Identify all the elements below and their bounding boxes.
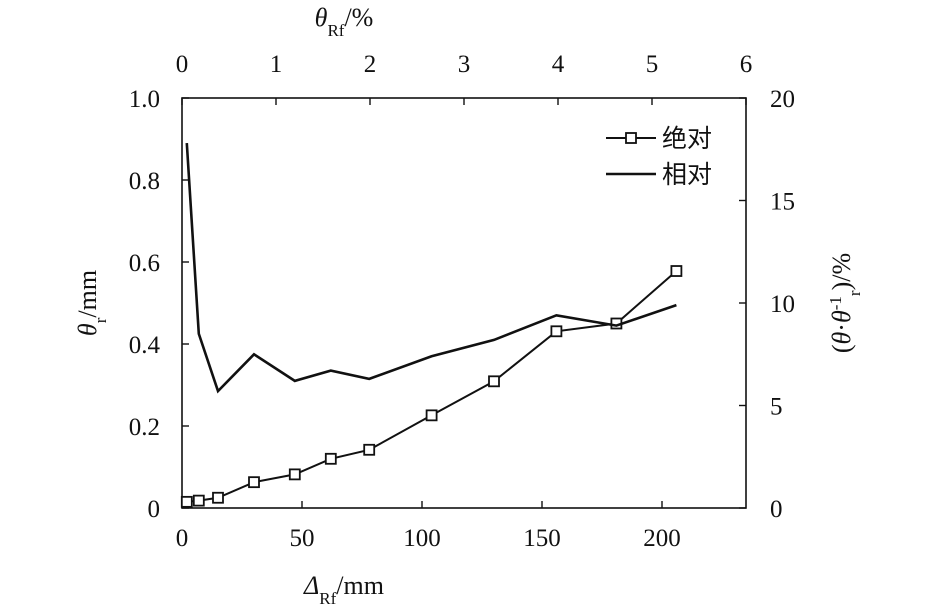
x-bottom-tick-label: 50 bbox=[290, 525, 315, 552]
y-left-tick-label: 0.8 bbox=[129, 168, 160, 195]
y-right-tick-label: 5 bbox=[770, 394, 783, 421]
x-bottom-tick-label: 0 bbox=[176, 525, 189, 552]
legend-label-相对: 相对 bbox=[662, 160, 712, 189]
x-bottom-tick-label: 150 bbox=[523, 525, 561, 552]
x-top-axis-label: θRf/% bbox=[315, 3, 374, 40]
x-bottom-axis-label: ΔRf/mm bbox=[303, 571, 384, 608]
axis-tick-labels: 0 50 100 150 200 0 1 2 3 4 5 6 0 0.2 0.4 0.6 0.8 1.0 0 5 10 1… bbox=[129, 51, 795, 552]
axis-ticks bbox=[181, 97, 747, 509]
data-point-square bbox=[192, 494, 205, 507]
x-top-tick-label: 6 bbox=[740, 51, 753, 78]
x-top-tick-label: 0 bbox=[176, 51, 189, 78]
y-left-tick-label: 0.6 bbox=[129, 250, 160, 277]
data-point-square bbox=[425, 409, 438, 422]
x-bottom-tick-label: 200 bbox=[643, 525, 681, 552]
series-line-绝对 bbox=[186, 270, 678, 503]
y-left-axis-label: θr/mm bbox=[73, 270, 110, 336]
legend-label-绝对: 绝对 bbox=[662, 124, 712, 153]
data-point-square bbox=[248, 476, 260, 489]
data-point-square bbox=[550, 325, 563, 338]
y-left-tick-label: 0 bbox=[148, 496, 161, 523]
data-point-square bbox=[488, 375, 500, 388]
x-top-tick-label: 4 bbox=[552, 51, 565, 78]
axis-labels: ΔRf/mm θRf/% θr/mm (θ·θ-1r)/% bbox=[73, 3, 864, 608]
data-point-square bbox=[212, 491, 224, 504]
data-point-square bbox=[324, 452, 337, 465]
data-point-square bbox=[180, 495, 193, 508]
y-right-tick-label: 20 bbox=[770, 86, 795, 113]
y-right-axis-label: (θ·θ-1r)/% bbox=[826, 253, 864, 353]
x-top-tick-label: 3 bbox=[458, 51, 471, 78]
y-right-tick-label: 15 bbox=[770, 189, 795, 216]
y-left-tick-label: 0.4 bbox=[129, 332, 161, 359]
data-point-square bbox=[670, 265, 683, 277]
legend-marker-square bbox=[625, 132, 637, 144]
x-top-tick-label: 1 bbox=[270, 51, 283, 78]
x-top-tick-label: 5 bbox=[646, 51, 659, 78]
x-bottom-tick-label: 100 bbox=[403, 525, 441, 552]
series-layer bbox=[180, 143, 683, 508]
y-left-tick-label: 0.2 bbox=[129, 414, 160, 441]
data-point-square bbox=[363, 443, 376, 456]
y-left-tick-label: 1.0 bbox=[129, 86, 160, 113]
series-line-相对 bbox=[185, 143, 677, 394]
x-top-tick-label: 2 bbox=[364, 51, 377, 78]
data-point-square bbox=[288, 468, 301, 481]
y-right-tick-label: 0 bbox=[770, 496, 783, 523]
y-right-tick-label: 10 bbox=[770, 291, 795, 318]
